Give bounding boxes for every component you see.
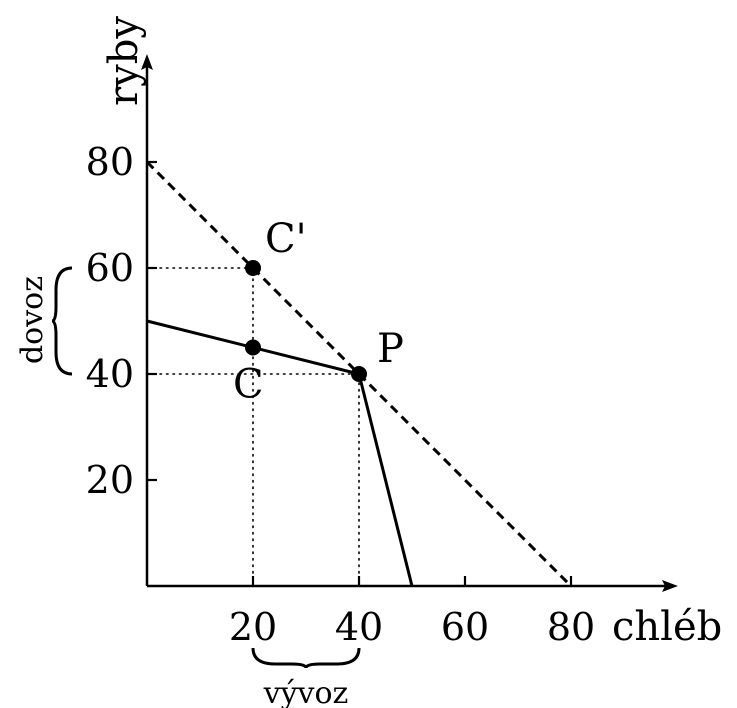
- point-2: [351, 366, 367, 382]
- x-tick-label-60: 60: [441, 605, 489, 649]
- import-brace: [51, 266, 73, 376]
- points-group: C' C P: [233, 216, 404, 408]
- tick-group: 20 40 60 80 20 40 60 80: [86, 140, 596, 649]
- export-brace: [251, 647, 361, 669]
- point-1: [245, 339, 261, 356]
- y-tick-label-60: 60: [86, 246, 134, 290]
- x-tick-label-80: 80: [547, 605, 595, 649]
- solid-line: [146, 319, 414, 587]
- x-axis-label: chléb: [612, 604, 722, 650]
- import-label: dovoz: [15, 276, 50, 364]
- axes: [141, 54, 678, 592]
- point-label-0: C': [265, 216, 307, 262]
- x-tick-label-40: 40: [335, 605, 383, 649]
- point-label-1: C: [233, 362, 264, 408]
- point-0: [245, 260, 261, 276]
- brace-group: [51, 266, 361, 669]
- y-tick-label-40: 40: [86, 352, 134, 396]
- x-tick-label-20: 20: [229, 605, 277, 649]
- y-axis-label: ryby: [101, 16, 147, 106]
- y-axis-arrow: [141, 54, 153, 70]
- y-tick-label-20: 20: [86, 458, 134, 502]
- point-label-2: P: [377, 326, 404, 372]
- dashed-line: [145, 160, 573, 588]
- x-axis-arrow: [662, 580, 678, 592]
- guide-lines: [146, 267, 360, 587]
- y-tick-label-80: 80: [86, 140, 134, 184]
- export-label: vývoz: [263, 676, 349, 708]
